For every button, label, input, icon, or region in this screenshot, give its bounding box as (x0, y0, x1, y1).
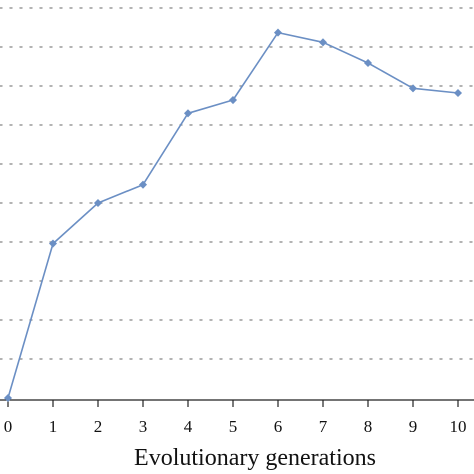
data-point-1 (48, 239, 58, 248)
data-point-10 (453, 88, 463, 98)
data-point-6 (273, 28, 283, 37)
x-tick-label-9: 9 (409, 417, 418, 436)
x-tick-label-3: 3 (139, 417, 148, 436)
series-layer (3, 28, 463, 403)
x-tick-label-6: 6 (274, 417, 283, 436)
x-tick-label-1: 1 (49, 417, 58, 436)
gridlines (0, 7, 474, 360)
data-point-0 (3, 393, 13, 403)
x-tick-label-0: 0 (4, 417, 13, 436)
data-point-3 (138, 180, 148, 189)
data-point-4 (183, 109, 193, 118)
series-line-0 (7, 31, 459, 399)
data-point-5 (228, 96, 238, 105)
data-point-8 (363, 58, 373, 68)
x-tick-label-5: 5 (229, 417, 238, 436)
data-point-2 (93, 198, 103, 208)
data-point-9 (408, 84, 418, 93)
x-axis-ticks: 0 1 2 3 4 5 6 7 8 9 10 (4, 400, 467, 436)
data-point-7 (318, 38, 328, 47)
x-tick-label-7: 7 (319, 417, 328, 436)
x-tick-label-2: 2 (94, 417, 103, 436)
x-tick-label-10: 10 (450, 417, 467, 436)
x-axis-title: Evolutionary generations (134, 445, 376, 471)
x-tick-label-4: 4 (184, 417, 193, 436)
x-tick-label-8: 8 (364, 417, 373, 436)
